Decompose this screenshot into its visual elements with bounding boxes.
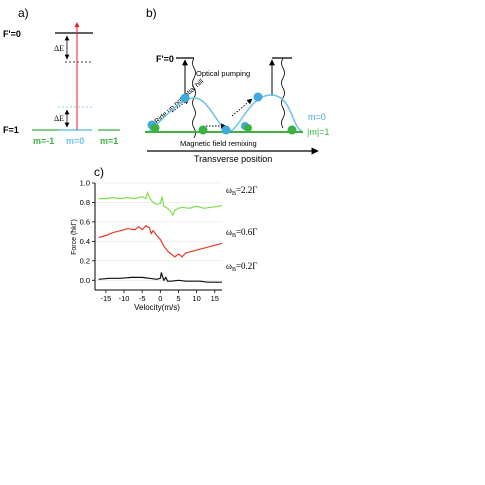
- panel-a-upper-level-label: F'=0: [3, 29, 21, 39]
- sublevel-label-m-minus-1: m=-1: [33, 136, 54, 146]
- optical-pumping-label: Optical pumping: [196, 69, 250, 78]
- panel-c-gridlines: [95, 182, 222, 281]
- x-tick-label: -10: [119, 294, 130, 303]
- legend-label-2-2: ωB=2.2Γ: [226, 185, 257, 197]
- panel-c-axes: 0.0 0.2 0.4 0.6 0.8 1.0 -15 -10 -5 0 5 10 15: [80, 179, 222, 303]
- x-tick-label: 0: [158, 294, 162, 303]
- y-tick-label: 0.2: [80, 256, 90, 265]
- m-abs-one-label: |m|=1: [307, 127, 329, 137]
- series-line-1: [98, 225, 223, 258]
- atom-green-2: [198, 125, 208, 135]
- legend-label-0-2: ωB=0.2Γ: [226, 261, 257, 273]
- legend-label-0-6: ωB=0.6Γ: [226, 227, 257, 239]
- panel-a-lower-level-label: F=1: [3, 125, 19, 135]
- y-tick-label: 0.4: [80, 237, 90, 246]
- x-tick-label: -15: [100, 294, 111, 303]
- panel-b-label: b): [146, 6, 157, 20]
- panel-c: c) 0.0 0.2 0.4 0.6 0.8 1.0 -15 -10 -5 0 5 10 15 Forc…: [71, 165, 257, 312]
- x-tick-label: 15: [211, 294, 219, 303]
- sublevel-label-m-1: m=1: [100, 136, 118, 146]
- x-axis-label: Velocity(m/s): [134, 303, 180, 312]
- x-tick-label: -5: [139, 294, 146, 303]
- x-tick-label: 10: [192, 294, 200, 303]
- ride-up-arrow-left: [171, 98, 190, 113]
- panel-a: a) F'=0 F=1 ΔE ΔE m=-1 m=0 m=1: [3, 6, 120, 146]
- x-tick-label: 5: [176, 294, 180, 303]
- y-axis-label: Force (ħkΓ): [71, 219, 78, 255]
- atom-green-3: [244, 124, 252, 132]
- delta-e-lower-label: ΔE: [54, 114, 64, 123]
- remixing-label: Magnetic field remixing: [180, 139, 257, 148]
- y-tick-label: 0.8: [80, 198, 90, 207]
- series-line-2: [98, 272, 222, 283]
- atom-green-1: [150, 123, 160, 133]
- emission-wave-right: [281, 57, 285, 129]
- panel-b: b) F'=0 Optical pumping Ride up potentia…: [145, 6, 329, 164]
- delta-e-upper-label: ΔE: [54, 44, 64, 53]
- y-tick-label: 0.0: [80, 276, 90, 285]
- panel-a-label: a): [18, 6, 29, 20]
- panel-c-series: [98, 190, 223, 283]
- atom-blue-1: [180, 93, 190, 103]
- y-tick-label: 0.6: [80, 217, 90, 226]
- panel-c-label: c): [94, 165, 104, 179]
- ride-up-arrow-right: [231, 98, 253, 117]
- series-line-0: [98, 190, 223, 217]
- m0-label: m=0: [308, 112, 326, 122]
- y-tick-label: 1.0: [80, 179, 90, 188]
- ride-up-label: Ride up potential hill: [154, 78, 206, 126]
- atom-blue-4: [253, 92, 263, 102]
- transverse-label: Transverse position: [194, 154, 272, 164]
- panel-b-upper-level-label: F'=0: [156, 54, 174, 64]
- atom-green-4: [287, 125, 297, 135]
- sublevel-label-m-0: m=0: [66, 136, 84, 146]
- atom-blue-3: [221, 125, 231, 135]
